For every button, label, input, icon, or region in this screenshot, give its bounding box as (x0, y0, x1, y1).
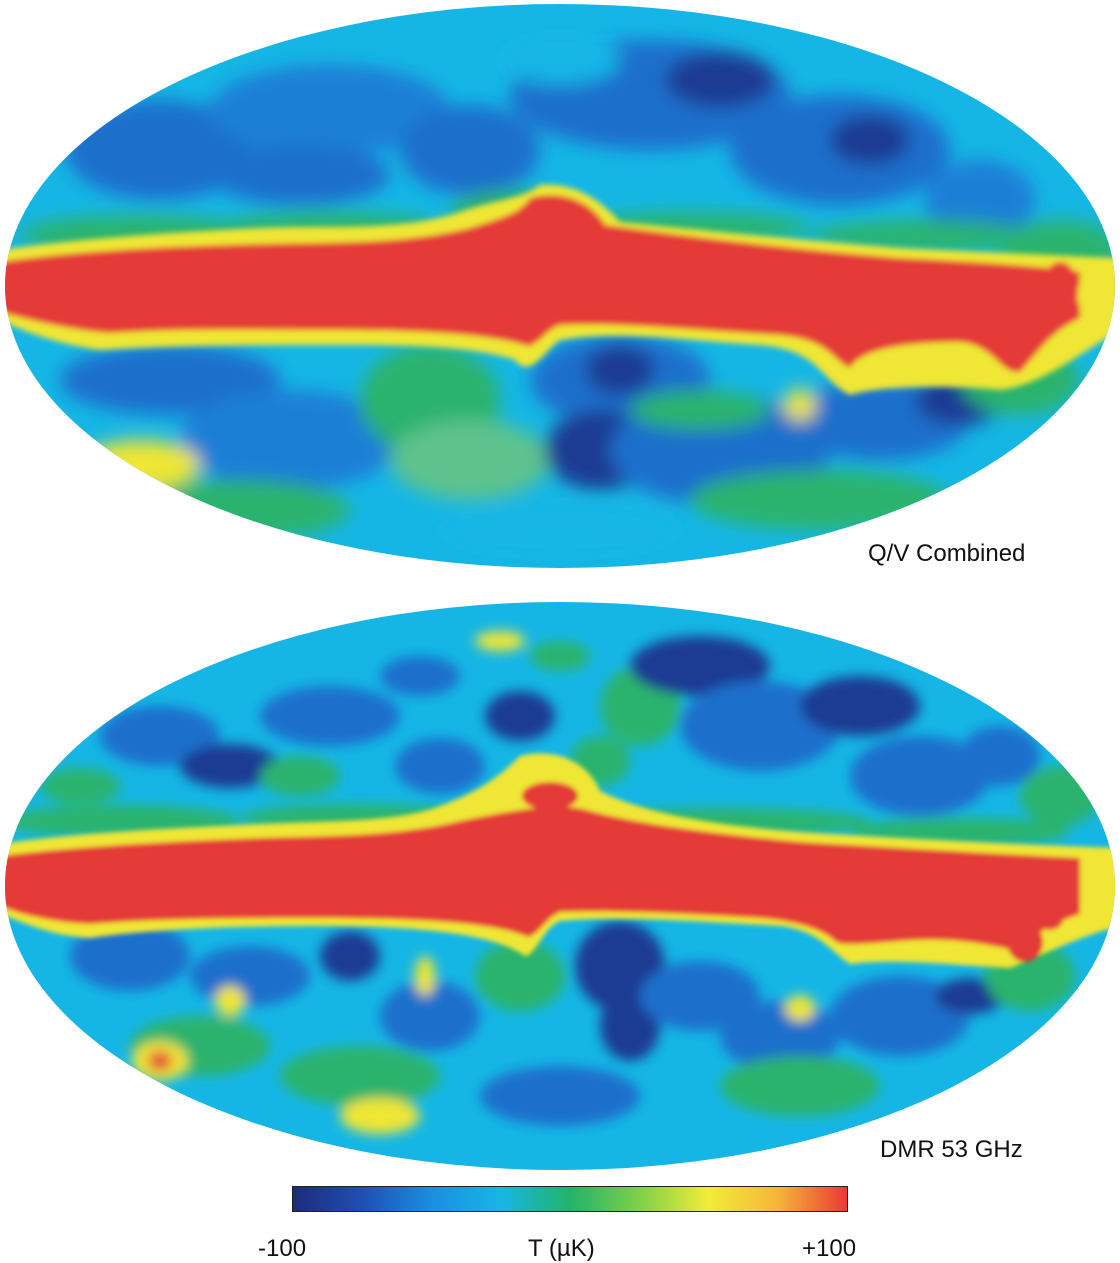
sky-map-body (5, 4, 1115, 568)
galactic-plane-band (5, 753, 1115, 968)
colorbar-max-label: +100 (802, 1235, 857, 1262)
sky-map-body (5, 602, 1115, 1170)
map-label-qv-combined: Q/V Combined (868, 540, 1026, 567)
colorbar-min-label: -100 (258, 1235, 307, 1262)
galactic-plane-band (5, 184, 1115, 395)
colorbar-unit-label: T (µK) (528, 1235, 595, 1262)
sky-map-dmr-53ghz (5, 602, 1115, 1170)
temperature-colorbar (292, 1186, 848, 1212)
map-label-dmr-53ghz: DMR 53 GHz (880, 1136, 1023, 1163)
sky-map-qv-combined (5, 4, 1115, 568)
sky-map-texture (5, 631, 1100, 1134)
